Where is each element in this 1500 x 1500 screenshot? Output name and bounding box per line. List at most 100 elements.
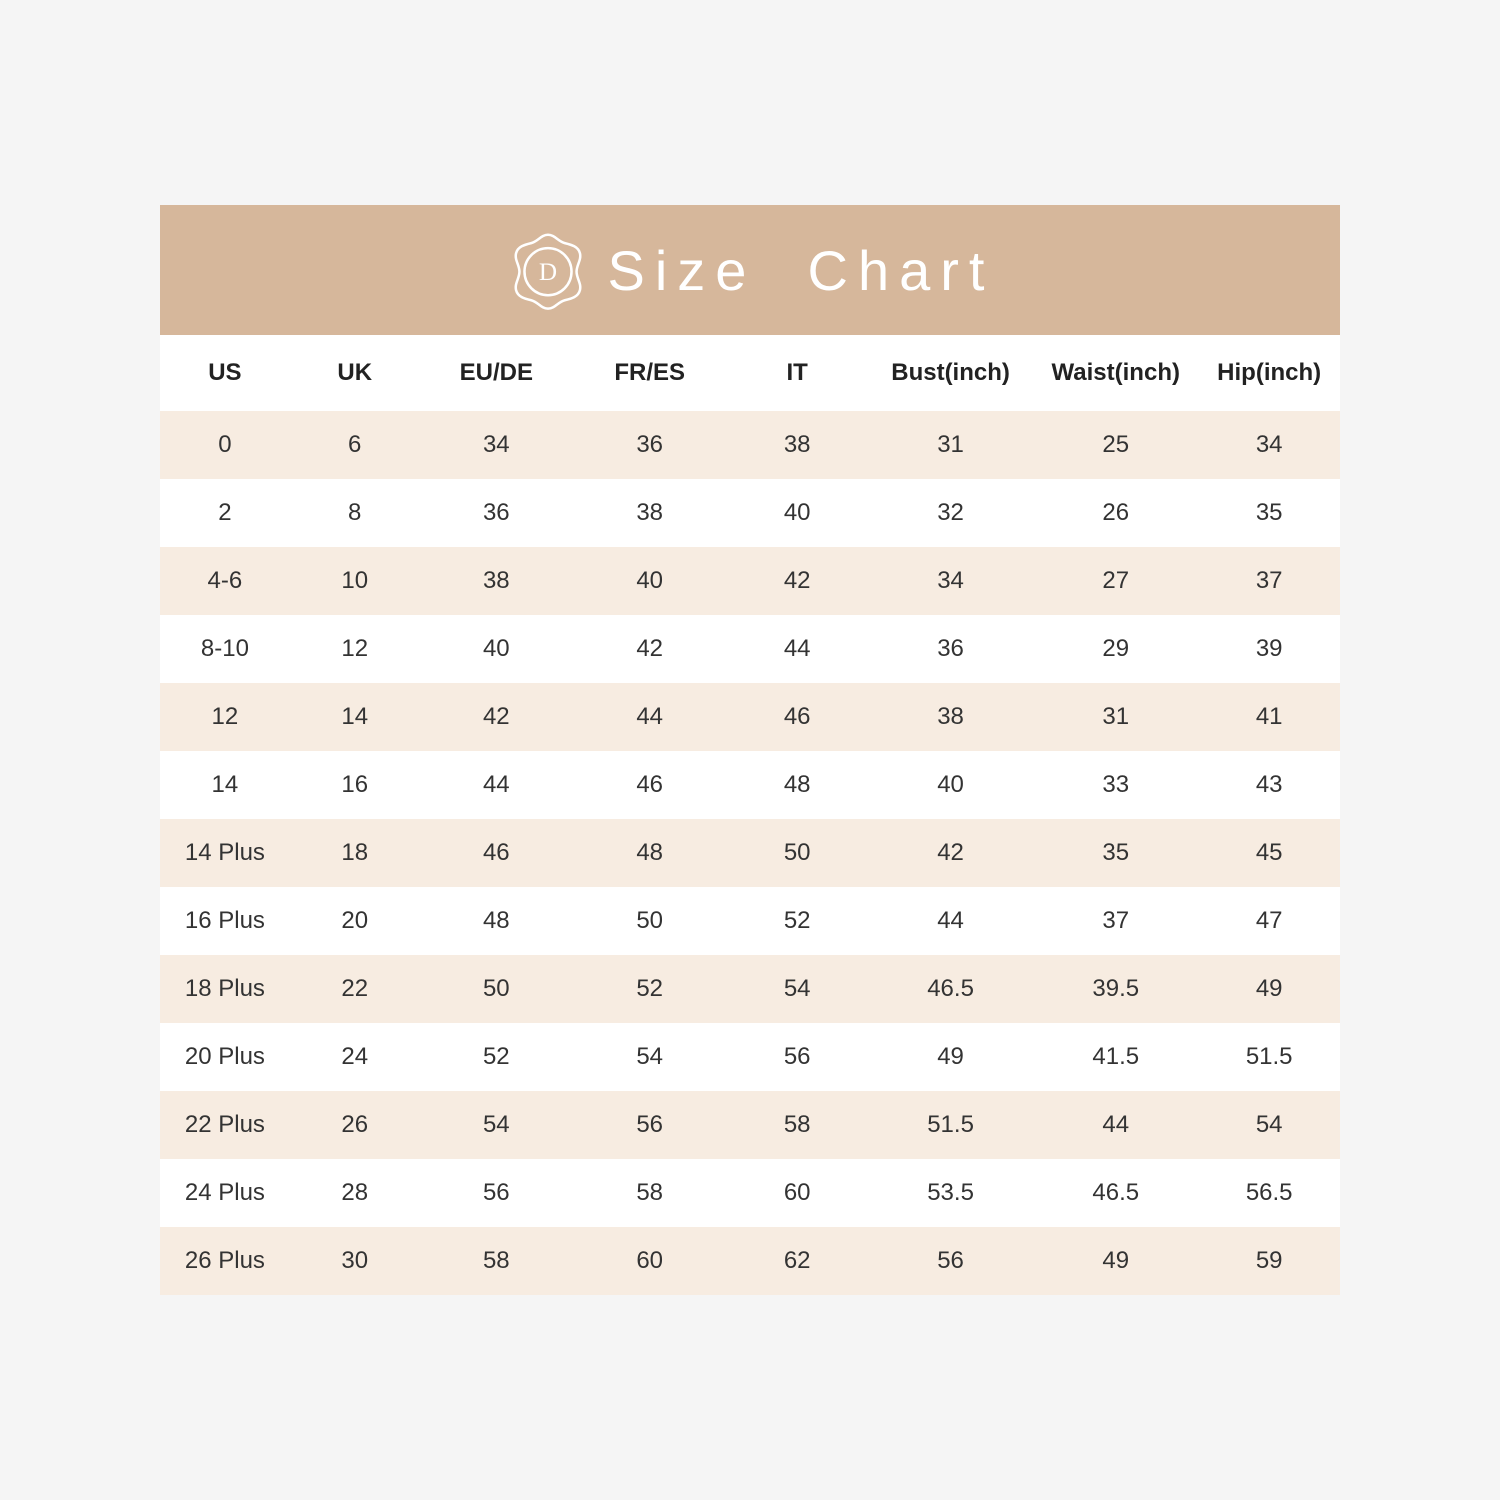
table-row: 26 Plus30586062564959 [160, 1227, 1340, 1295]
cell-hip: 56.5 [1198, 1159, 1340, 1227]
cell-us: 14 [160, 751, 290, 819]
table-row: 18 Plus2250525446.539.549 [160, 955, 1340, 1023]
cell-bust: 36 [868, 615, 1033, 683]
cell-waist: 29 [1033, 615, 1198, 683]
table-row: 24 Plus2856586053.546.556.5 [160, 1159, 1340, 1227]
cell-eude: 48 [420, 887, 573, 955]
cell-bust: 44 [868, 887, 1033, 955]
cell-uk: 30 [290, 1227, 420, 1295]
cell-uk: 26 [290, 1091, 420, 1159]
cell-it: 56 [726, 1023, 868, 1091]
cell-hip: 51.5 [1198, 1023, 1340, 1091]
cell-uk: 12 [290, 615, 420, 683]
cell-it: 52 [726, 887, 868, 955]
table-row: 1416444648403343 [160, 751, 1340, 819]
cell-us: 0 [160, 411, 290, 479]
cell-uk: 20 [290, 887, 420, 955]
cell-hip: 41 [1198, 683, 1340, 751]
cell-waist: 33 [1033, 751, 1198, 819]
cell-fres: 40 [573, 547, 726, 615]
table-row: 22 Plus2654565851.54454 [160, 1091, 1340, 1159]
col-header-waist: Waist(inch) [1033, 335, 1198, 411]
cell-fres: 58 [573, 1159, 726, 1227]
cell-it: 50 [726, 819, 868, 887]
cell-hip: 59 [1198, 1227, 1340, 1295]
col-header-eude: EU/DE [420, 335, 573, 411]
cell-bust: 49 [868, 1023, 1033, 1091]
cell-eude: 56 [420, 1159, 573, 1227]
cell-waist: 27 [1033, 547, 1198, 615]
cell-it: 54 [726, 955, 868, 1023]
cell-us: 12 [160, 683, 290, 751]
cell-fres: 46 [573, 751, 726, 819]
cell-eude: 42 [420, 683, 573, 751]
cell-it: 38 [726, 411, 868, 479]
cell-hip: 39 [1198, 615, 1340, 683]
cell-hip: 37 [1198, 547, 1340, 615]
cell-it: 40 [726, 479, 868, 547]
cell-waist: 44 [1033, 1091, 1198, 1159]
cell-waist: 31 [1033, 683, 1198, 751]
svg-text:D: D [538, 259, 556, 286]
table-row: 14 Plus18464850423545 [160, 819, 1340, 887]
cell-uk: 28 [290, 1159, 420, 1227]
cell-us: 4-6 [160, 547, 290, 615]
cell-bust: 42 [868, 819, 1033, 887]
cell-waist: 41.5 [1033, 1023, 1198, 1091]
table-header-row: US UK EU/DE FR/ES IT Bust(inch) Waist(in… [160, 335, 1340, 411]
table-row: 4-610384042342737 [160, 547, 1340, 615]
cell-uk: 14 [290, 683, 420, 751]
cell-fres: 56 [573, 1091, 726, 1159]
cell-bust: 38 [868, 683, 1033, 751]
cell-us: 2 [160, 479, 290, 547]
cell-eude: 46 [420, 819, 573, 887]
cell-eude: 40 [420, 615, 573, 683]
cell-eude: 58 [420, 1227, 573, 1295]
cell-bust: 53.5 [868, 1159, 1033, 1227]
cell-waist: 25 [1033, 411, 1198, 479]
cell-uk: 16 [290, 751, 420, 819]
table-row: 06343638312534 [160, 411, 1340, 479]
col-header-uk: UK [290, 335, 420, 411]
cell-waist: 39.5 [1033, 955, 1198, 1023]
col-header-fres: FR/ES [573, 335, 726, 411]
cell-it: 46 [726, 683, 868, 751]
cell-us: 16 Plus [160, 887, 290, 955]
cell-us: 22 Plus [160, 1091, 290, 1159]
cell-bust: 40 [868, 751, 1033, 819]
cell-fres: 54 [573, 1023, 726, 1091]
col-header-bust: Bust(inch) [868, 335, 1033, 411]
cell-fres: 36 [573, 411, 726, 479]
cell-bust: 32 [868, 479, 1033, 547]
cell-it: 62 [726, 1227, 868, 1295]
cell-waist: 35 [1033, 819, 1198, 887]
col-header-hip: Hip(inch) [1198, 335, 1340, 411]
cell-uk: 24 [290, 1023, 420, 1091]
table-row: 16 Plus20485052443747 [160, 887, 1340, 955]
cell-hip: 47 [1198, 887, 1340, 955]
cell-hip: 34 [1198, 411, 1340, 479]
cell-it: 58 [726, 1091, 868, 1159]
table-row: 28363840322635 [160, 479, 1340, 547]
cell-eude: 34 [420, 411, 573, 479]
cell-it: 48 [726, 751, 868, 819]
cell-fres: 52 [573, 955, 726, 1023]
cell-bust: 34 [868, 547, 1033, 615]
table-row: 1214424446383141 [160, 683, 1340, 751]
cell-uk: 6 [290, 411, 420, 479]
cell-us: 8-10 [160, 615, 290, 683]
cell-eude: 50 [420, 955, 573, 1023]
cell-fres: 38 [573, 479, 726, 547]
cell-hip: 43 [1198, 751, 1340, 819]
cell-us: 20 Plus [160, 1023, 290, 1091]
cell-hip: 45 [1198, 819, 1340, 887]
cell-it: 42 [726, 547, 868, 615]
cell-waist: 46.5 [1033, 1159, 1198, 1227]
cell-hip: 49 [1198, 955, 1340, 1023]
cell-waist: 49 [1033, 1227, 1198, 1295]
banner-title: Size Chart [608, 238, 995, 303]
cell-uk: 10 [290, 547, 420, 615]
cell-eude: 36 [420, 479, 573, 547]
table-body: 06343638312534283638403226354-6103840423… [160, 411, 1340, 1295]
cell-it: 44 [726, 615, 868, 683]
